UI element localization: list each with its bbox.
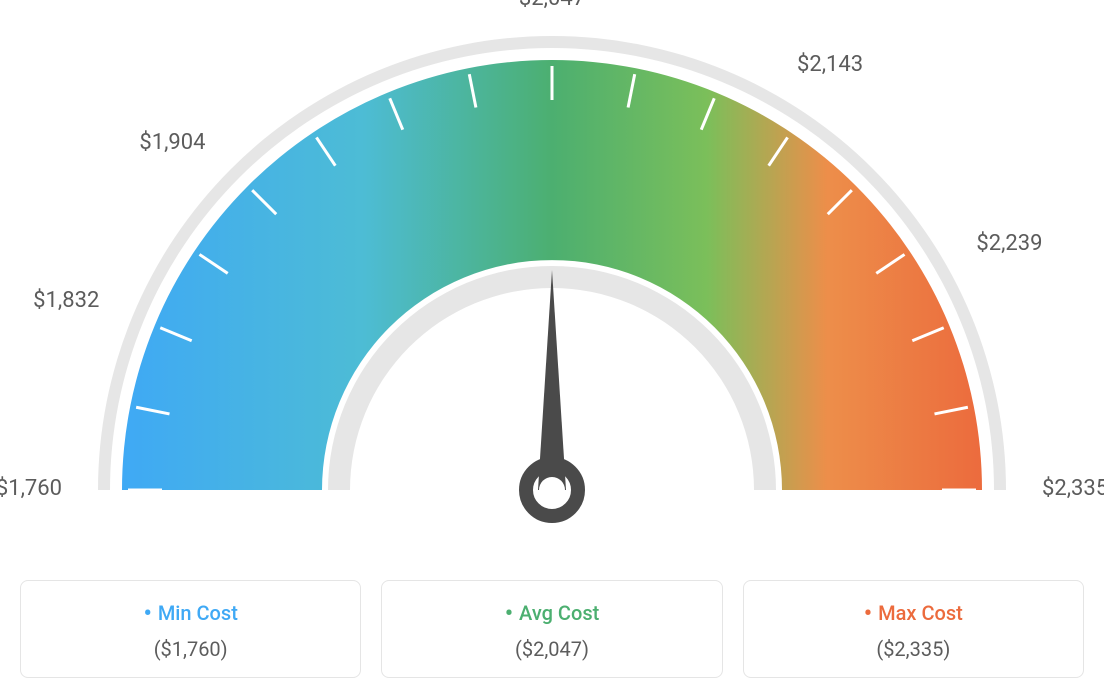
legend-value-avg: ($2,047) — [392, 637, 711, 661]
legend-row: Min Cost ($1,760) Avg Cost ($2,047) Max … — [20, 580, 1084, 678]
legend-card-max: Max Cost ($2,335) — [743, 580, 1084, 678]
legend-value-max: ($2,335) — [754, 637, 1073, 661]
gauge-tick-label: $2,047 — [512, 0, 592, 11]
gauge-tick-label: $1,904 — [126, 130, 206, 155]
legend-title-max: Max Cost — [754, 599, 1073, 627]
gauge-tick-label: $2,239 — [976, 231, 1042, 256]
legend-card-min: Min Cost ($1,760) — [20, 580, 361, 678]
legend-title-min: Min Cost — [31, 599, 350, 627]
legend-title-avg: Avg Cost — [392, 599, 711, 627]
legend-value-min: ($1,760) — [31, 637, 350, 661]
gauge-tick-label: $2,335 — [1042, 476, 1104, 501]
cost-gauge-chart: $1,760$1,832$1,904$2,047$2,143$2,239$2,3… — [20, 20, 1084, 560]
gauge-svg — [20, 20, 1084, 560]
gauge-tick-label: $2,143 — [797, 52, 863, 77]
gauge-tick-label: $1,760 — [0, 476, 62, 501]
gauge-tick-label: $1,832 — [19, 288, 99, 313]
legend-card-avg: Avg Cost ($2,047) — [381, 580, 722, 678]
